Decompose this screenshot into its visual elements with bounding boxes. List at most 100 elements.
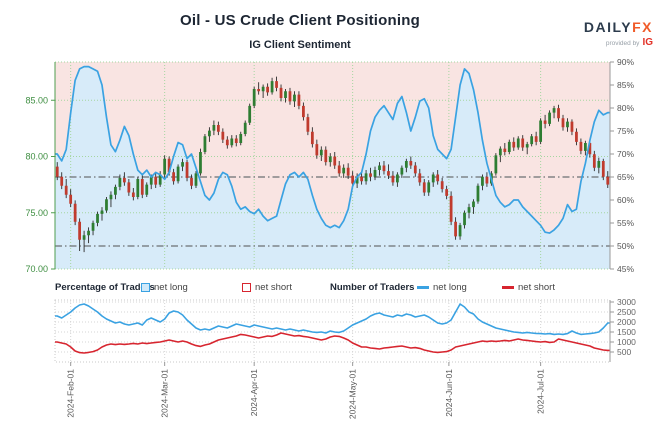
count-axis-label: 1500 [617,327,636,337]
net-short-line-swatch-icon [502,286,514,289]
price-axis-label: 85.00 [25,95,48,105]
candle-body [472,201,475,208]
legend-label-count-net-long: net long [433,282,467,293]
candle-body [221,131,225,140]
candle-body [454,221,457,237]
net-long-count-line [55,303,610,336]
candle-body [351,175,355,184]
candle-body [225,139,229,146]
candle-body [512,141,516,148]
candle-body [601,161,605,177]
candle-body [360,176,363,182]
candle-body [494,155,498,174]
candle-body [279,87,283,98]
legend-item-pct-net-short: net short [242,282,292,293]
candle-body [467,207,471,213]
pct-axis-label: 55% [617,218,634,228]
candle-body [105,199,108,211]
candle-body [606,176,610,185]
legend-label-pct-net-short: net short [255,282,292,293]
pct-axis-label: 45% [617,264,634,274]
candle-body [69,194,73,204]
legend: Percentage of Traders net long net short… [0,282,667,296]
pct-axis-label: 65% [617,172,634,182]
candle-body [270,81,274,93]
legend-item-pct-net-long: net long [141,282,188,293]
candle-body [588,143,592,155]
candle-body [199,152,202,174]
candle-body [427,182,431,193]
chart-header: Oil - US Crude Client Positioning IG Cli… [0,12,600,51]
candle-body [498,148,502,156]
candle-body [252,89,256,106]
candle-body [190,177,193,186]
candle-body [382,165,386,172]
net-long-area [55,66,610,269]
candle-body [257,89,261,92]
x-axis-label: 2024-May-01 [348,369,358,419]
candle-body [521,138,525,148]
net-long-line-swatch-icon [417,286,429,289]
candle-body [404,161,408,168]
legend-title-percentage-of-traders: Percentage of Traders [55,282,155,293]
candle-body [154,176,158,185]
candle-body [463,212,466,226]
candle-body [328,156,332,163]
candle-body [575,131,578,142]
candle-body [172,172,175,182]
candle-body [391,175,395,183]
candle-body [163,158,167,175]
legend-item-count-net-short: net short [502,282,555,293]
candle-body [333,156,337,166]
x-axis-label: 2024-Mar-01 [160,369,170,418]
candle-body [302,105,305,118]
candle-body [310,131,314,145]
candle-body [91,222,95,231]
provided-by-line: provided by IG [584,38,653,48]
ig-logo: IG [642,37,653,48]
candle-body [122,177,126,183]
dailyfx-logo-fx: FX [632,19,653,35]
candle-body [592,154,596,168]
candle-body [194,173,198,186]
pct-axis-label: 85% [617,80,634,90]
price-axis-label: 80.00 [25,152,48,162]
candle-body [216,125,220,132]
candle-body [552,108,556,113]
candle-body [431,174,435,183]
count-axis-label: 500 [617,347,631,357]
count-axis-label: 1000 [617,337,636,347]
pct-axis-label: 90% [617,57,634,67]
candle-body [212,125,216,131]
candle-body [530,136,534,145]
x-axis-label: 2024-Apr-01 [249,369,259,417]
candle-body [476,185,480,202]
candle-body [346,167,350,176]
candle-body [583,143,587,151]
candle-body [131,192,135,197]
candle-body [60,176,64,186]
candle-body [579,141,583,151]
candle-body [127,182,131,193]
dailyfx-logo: DAILYFX provided by IG [584,20,653,48]
net-long-area-swatch-icon [141,283,150,292]
legend-label-count-net-short: net short [518,282,555,293]
pct-axis-label: 60% [617,195,634,205]
candle-body [140,179,144,195]
count-axis-label: 2500 [617,307,636,317]
candle-body [324,149,328,163]
candle-body [422,182,426,193]
candle-body [96,213,99,223]
candle-body [114,186,117,195]
count-axis-label: 3000 [617,297,636,307]
candle-body [364,173,368,182]
price-axis-label: 70.00 [25,264,48,274]
x-axis-label: 2024-Jul-01 [536,369,546,414]
candle-body [208,130,211,137]
candle-body [355,176,359,184]
chart-subtitle: IG Client Sentiment [249,39,351,51]
candle-body [109,194,113,200]
candle-body [436,174,440,182]
candle-body [118,177,122,187]
